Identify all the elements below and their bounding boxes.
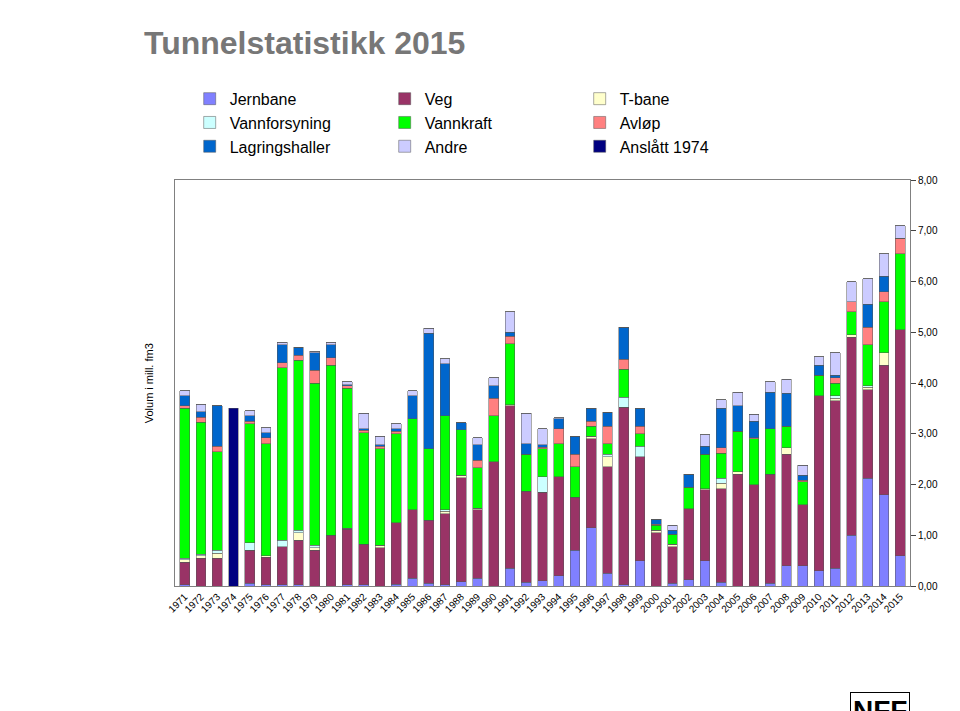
svg-text:NFF: NFF <box>853 695 907 711</box>
svg-text:Jernbane: Jernbane <box>230 91 297 108</box>
svg-text:2013: 2013 <box>849 591 873 615</box>
svg-text:2,00: 2,00 <box>918 479 938 490</box>
svg-text:1999: 1999 <box>622 591 646 615</box>
svg-text:1973: 1973 <box>199 591 223 615</box>
svg-text:1988: 1988 <box>443 591 467 615</box>
svg-text:2012: 2012 <box>833 591 857 615</box>
svg-text:2005: 2005 <box>719 591 743 615</box>
svg-text:1985: 1985 <box>394 591 418 615</box>
svg-text:1974: 1974 <box>215 591 239 615</box>
svg-text:2007: 2007 <box>752 591 776 615</box>
svg-text:Vannforsyning: Vannforsyning <box>230 115 331 132</box>
svg-text:2000: 2000 <box>638 591 662 615</box>
svg-text:2002: 2002 <box>670 591 694 615</box>
svg-text:1993: 1993 <box>524 591 548 615</box>
svg-text:2010: 2010 <box>800 591 824 615</box>
svg-text:1989: 1989 <box>459 591 483 615</box>
svg-text:Lagringshaller: Lagringshaller <box>230 139 331 156</box>
svg-text:Vannkraft: Vannkraft <box>425 115 493 132</box>
svg-text:1977: 1977 <box>264 591 288 615</box>
svg-text:1991: 1991 <box>491 591 515 615</box>
svg-text:1982: 1982 <box>345 591 369 615</box>
svg-text:1,00: 1,00 <box>918 530 938 541</box>
svg-text:1978: 1978 <box>280 591 304 615</box>
svg-text:8,00: 8,00 <box>918 175 938 186</box>
svg-text:1992: 1992 <box>508 591 532 615</box>
svg-text:1994: 1994 <box>540 591 564 615</box>
svg-text:1984: 1984 <box>378 591 402 615</box>
svg-text:1996: 1996 <box>573 591 597 615</box>
svg-text:1983: 1983 <box>361 591 385 615</box>
svg-text:5,00: 5,00 <box>918 327 938 338</box>
svg-text:1971: 1971 <box>166 591 190 615</box>
svg-text:1979: 1979 <box>296 591 320 615</box>
svg-text:Volum i mill. fm3: Volum i mill. fm3 <box>143 343 155 423</box>
svg-text:1997: 1997 <box>589 591 613 615</box>
svg-text:2003: 2003 <box>687 591 711 615</box>
svg-text:2001: 2001 <box>654 591 678 615</box>
svg-text:Anslått 1974: Anslått 1974 <box>620 139 709 156</box>
svg-text:4,00: 4,00 <box>918 378 938 389</box>
svg-text:0,00: 0,00 <box>918 581 938 592</box>
svg-text:2015: 2015 <box>882 591 906 615</box>
svg-text:1972: 1972 <box>182 591 206 615</box>
svg-text:T-bane: T-bane <box>620 91 670 108</box>
svg-text:1998: 1998 <box>605 591 629 615</box>
svg-text:1986: 1986 <box>410 591 434 615</box>
svg-text:2009: 2009 <box>784 591 808 615</box>
svg-text:1980: 1980 <box>313 591 337 615</box>
svg-text:Andre: Andre <box>425 139 468 156</box>
svg-text:3,00: 3,00 <box>918 428 938 439</box>
svg-text:1975: 1975 <box>231 591 255 615</box>
svg-text:7,00: 7,00 <box>918 225 938 236</box>
svg-text:1995: 1995 <box>556 591 580 615</box>
svg-text:Avløp: Avløp <box>620 115 661 132</box>
svg-text:6,00: 6,00 <box>918 276 938 287</box>
svg-text:1987: 1987 <box>426 591 450 615</box>
svg-text:1976: 1976 <box>247 591 271 615</box>
svg-text:2014: 2014 <box>865 591 889 615</box>
svg-text:2008: 2008 <box>768 591 792 615</box>
svg-text:2004: 2004 <box>703 591 727 615</box>
svg-text:2006: 2006 <box>735 591 759 615</box>
svg-text:1990: 1990 <box>475 591 499 615</box>
svg-text:1981: 1981 <box>329 591 353 615</box>
svg-text:2011: 2011 <box>817 591 840 614</box>
svg-text:Tunnelstatistikk 2015: Tunnelstatistikk 2015 <box>144 25 465 61</box>
svg-text:Veg: Veg <box>425 91 453 108</box>
